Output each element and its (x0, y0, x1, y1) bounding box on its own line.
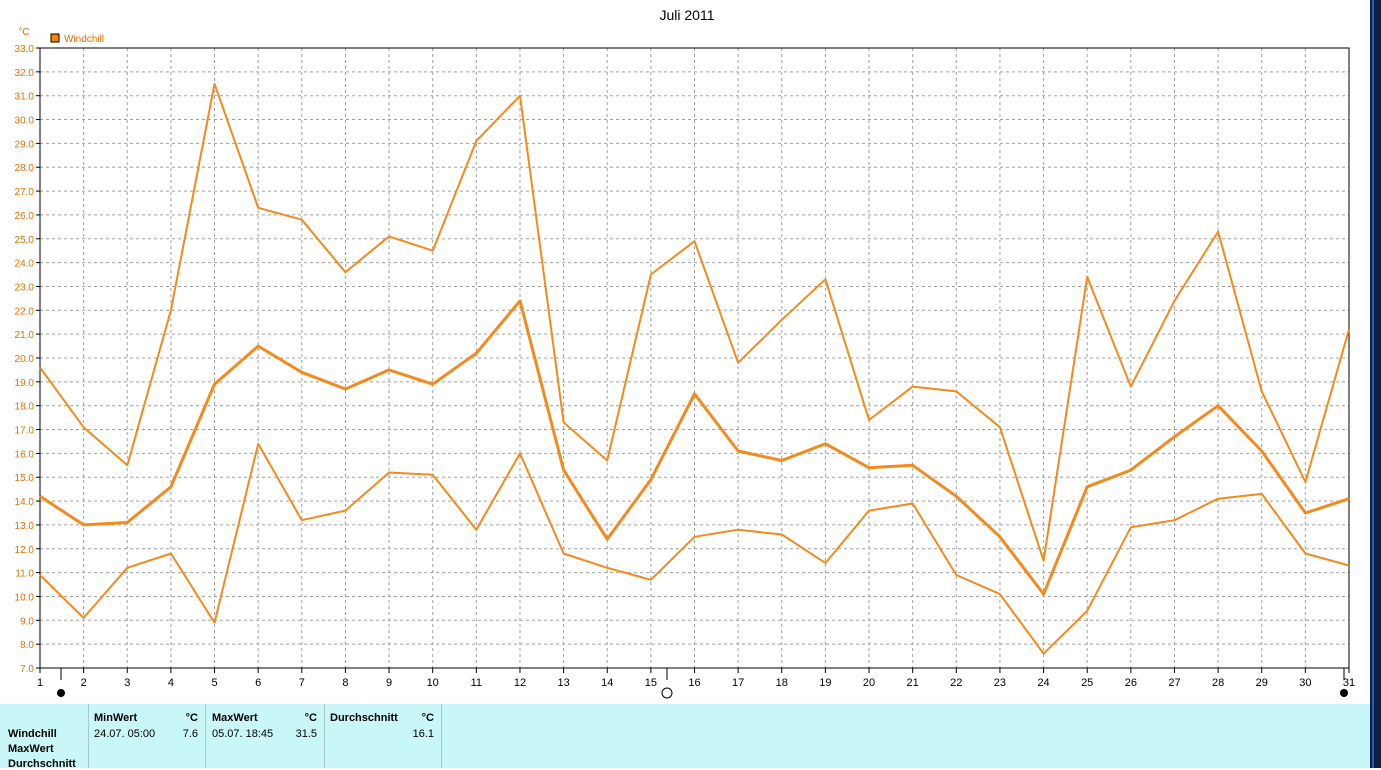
max-unit: °C (304, 712, 317, 724)
x-tick-label: 24 (1037, 677, 1049, 689)
y-tick-label: 33.0 (15, 44, 35, 55)
x-tick-label: 12 (514, 677, 526, 689)
y-tick-label: 20.0 (15, 354, 35, 365)
y-tick-label: 15.0 (15, 473, 35, 484)
series-line-2 (39, 299, 1350, 596)
x-tick-label: 10 (427, 677, 439, 689)
y-tick-label: 24.0 (15, 259, 35, 270)
window-edge (1370, 0, 1381, 768)
full-moon-icon (1340, 689, 1348, 697)
windchill-chart: Juli 2011 °C Windchill 7.0 8.0 9.0 10.0 11.0… (15, 7, 1355, 699)
legend-label: Windchill (64, 34, 104, 45)
max-value: 31.5 (295, 728, 317, 740)
y-tick-label: 16.0 (15, 449, 35, 460)
series-line-1 (39, 82, 1350, 562)
y-tick-label: 10.0 (15, 592, 35, 603)
window-edge-highlight (1372, 0, 1374, 768)
stats-separator (324, 704, 325, 768)
x-tick-label: 2 (81, 677, 87, 689)
stats-row-maxwert: MaxWert (8, 743, 54, 755)
stats-separator (205, 704, 206, 768)
y-tick-label: 22.0 (15, 306, 35, 317)
legend-swatch (50, 33, 60, 43)
y-tick-label: 32.0 (15, 68, 35, 79)
y-tick-label: 29.0 (15, 139, 35, 150)
x-tick-label: 18 (776, 677, 788, 689)
x-tick-label: 22 (950, 677, 962, 689)
x-tick-label: 11 (471, 677, 482, 689)
max-header: MaxWert (212, 712, 258, 724)
x-tick-label: 19 (819, 677, 831, 689)
y-tick-label: 12.0 (15, 545, 35, 556)
full-moon-icon (57, 689, 65, 697)
avg-value: 16.1 (412, 728, 434, 740)
x-tick-label: 31 (1343, 677, 1355, 689)
y-tick-label: 19.0 (15, 378, 35, 389)
x-tick-label: 15 (645, 677, 657, 689)
y-tick-label: 13.0 (15, 521, 35, 532)
stats-panel: Windchill MaxWert Durchschnitt MinWert °… (0, 704, 1370, 770)
series-line-3 (39, 442, 1350, 655)
x-tick-label: 6 (255, 677, 261, 689)
min-value: 7.6 (182, 728, 198, 740)
avg-unit: °C (421, 712, 434, 724)
x-tick-label: 14 (601, 677, 613, 689)
stats-row-durchschnitt: Durchschnitt (8, 758, 76, 770)
avg-header: Durchschnitt (330, 712, 398, 724)
y-tick-label: 23.0 (15, 282, 35, 293)
x-tick-label: 28 (1212, 677, 1224, 689)
x-tick-label: 29 (1256, 677, 1268, 689)
x-tick-label: 27 (1168, 677, 1180, 689)
x-tick-label: 9 (386, 677, 392, 689)
new-moon-icon (661, 687, 673, 699)
y-tick-label: 17.0 (15, 426, 35, 437)
y-tick-label: 11.0 (15, 569, 34, 580)
x-tick-label: 25 (1081, 677, 1093, 689)
x-tick-label: 26 (1125, 677, 1137, 689)
y-tick-label: 25.0 (15, 235, 35, 246)
y-tick-label: 9.0 (20, 616, 34, 627)
min-unit: °C (185, 712, 198, 724)
x-tick-label: 16 (688, 677, 700, 689)
y-tick-label: 7.0 (20, 664, 34, 675)
y-tick-label: 18.0 (15, 402, 35, 413)
chart-title: Juli 2011 (659, 7, 714, 23)
x-tick-label: 23 (994, 677, 1006, 689)
y-tick-label: 14.0 (15, 497, 35, 508)
min-time: 24.07. 05:00 (94, 728, 156, 740)
x-tick-label: 20 (863, 677, 875, 689)
x-tick-label: 1 (37, 677, 43, 689)
x-tick-label: 21 (907, 677, 919, 689)
max-time: 05.07. 18:45 (212, 728, 274, 740)
y-tick-label: 26.0 (15, 211, 35, 222)
x-tick-label: 30 (1299, 677, 1311, 689)
x-tick-label: 13 (557, 677, 569, 689)
y-tick-label: 27.0 (15, 187, 35, 198)
x-tick-label: 7 (299, 677, 305, 689)
x-tick-label: 4 (168, 677, 174, 689)
min-header: MinWert (94, 712, 138, 724)
y-axis-unit: °C (18, 27, 29, 38)
y-tick-label: 31.0 (15, 92, 35, 103)
y-tick-label: 8.0 (20, 640, 34, 651)
x-tick-label: 3 (124, 677, 130, 689)
y-tick-label: 21.0 (15, 330, 35, 341)
x-tick-label: 17 (732, 677, 744, 689)
stats-separator (441, 704, 442, 768)
y-tick-label: 30.0 (15, 116, 35, 127)
y-tick-label: 28.0 (15, 163, 35, 174)
stats-separator (88, 704, 89, 768)
x-tick-label: 5 (211, 677, 217, 689)
stats-row-windchill: Windchill (8, 728, 57, 740)
x-tick-label: 8 (342, 677, 348, 689)
